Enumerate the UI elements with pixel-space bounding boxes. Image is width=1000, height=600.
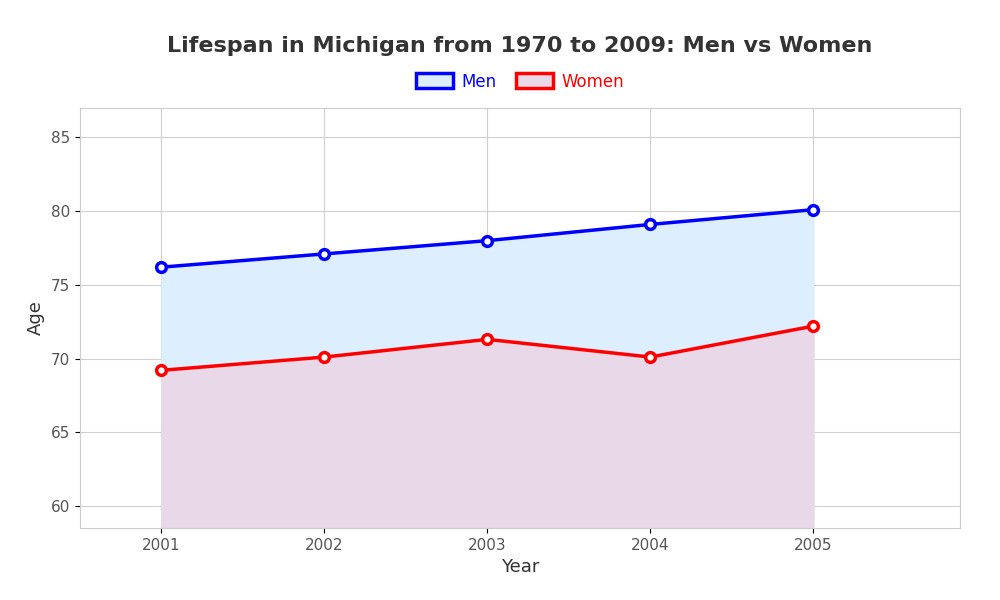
Legend: Men, Women: Men, Women: [409, 66, 631, 97]
Title: Lifespan in Michigan from 1970 to 2009: Men vs Women: Lifespan in Michigan from 1970 to 2009: …: [167, 37, 873, 56]
X-axis label: Year: Year: [501, 558, 539, 576]
Y-axis label: Age: Age: [27, 301, 45, 335]
